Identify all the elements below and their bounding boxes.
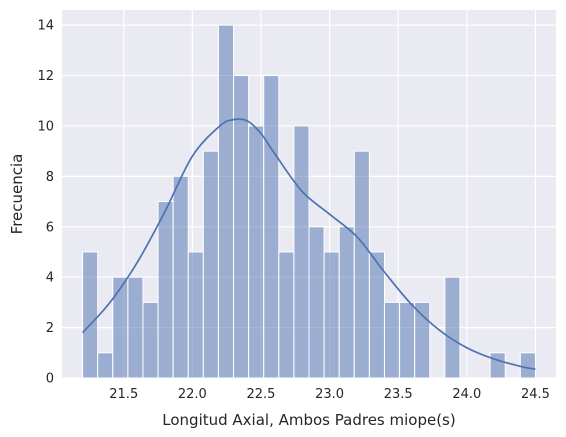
histogram-bar [399,301,416,379]
y-tick-label: 2 [46,321,54,336]
histogram-bar [368,251,385,379]
histogram-bar [157,201,174,379]
histogram-bar [82,251,99,379]
histogram-bars [82,24,536,379]
histogram-bar [187,251,204,379]
histogram-bar [112,276,129,379]
histogram-bar [142,301,159,379]
histogram-bar [414,301,431,379]
y-tick-labels: 0 2 4 6 8 10 12 14 [37,19,54,387]
x-tick-label: 24.0 [452,387,481,402]
y-axis-label: Frecuencia [8,154,26,235]
histogram-bar [308,226,325,379]
histogram-bar [383,301,401,379]
x-tick-label: 21.5 [109,387,138,402]
kde-curve [81,118,536,371]
y-tick-label: 0 [46,372,54,387]
x-tick-label: 23.0 [315,387,344,402]
histogram-bar [172,175,189,379]
histogram-bar [202,150,219,379]
histogram-bar [293,125,310,379]
y-tick-label: 6 [46,220,54,235]
histogram-bar [519,352,536,379]
histogram-bar [338,226,355,379]
y-tick-label: 4 [46,271,54,286]
x-tick-label: 23.5 [384,387,413,402]
x-tick-labels: 21.5 22.0 22.5 23.0 23.5 24.0 24.5 [109,387,550,402]
histogram-bar [489,352,506,379]
y-tick-label: 8 [46,170,54,185]
y-tick-label: 10 [37,119,54,134]
histogram-bar [97,352,114,379]
histogram-bar [278,251,295,379]
x-axis-label: Longitud Axial, Ambos Padres miope(s) [162,411,455,429]
histogram-bar [444,276,461,379]
y-tick-label: 14 [37,19,54,34]
histogram-bar [353,150,370,379]
histogram-bar [248,125,265,379]
x-tick-label: 22.0 [178,387,207,402]
histogram-bar [263,75,280,379]
histogram-bar [217,24,235,379]
x-tick-label: 22.5 [246,387,275,402]
histogram-bar [127,276,144,379]
y-tick-label: 12 [37,69,54,84]
x-tick-label: 24.5 [521,387,550,402]
histogram-bar [323,251,340,379]
